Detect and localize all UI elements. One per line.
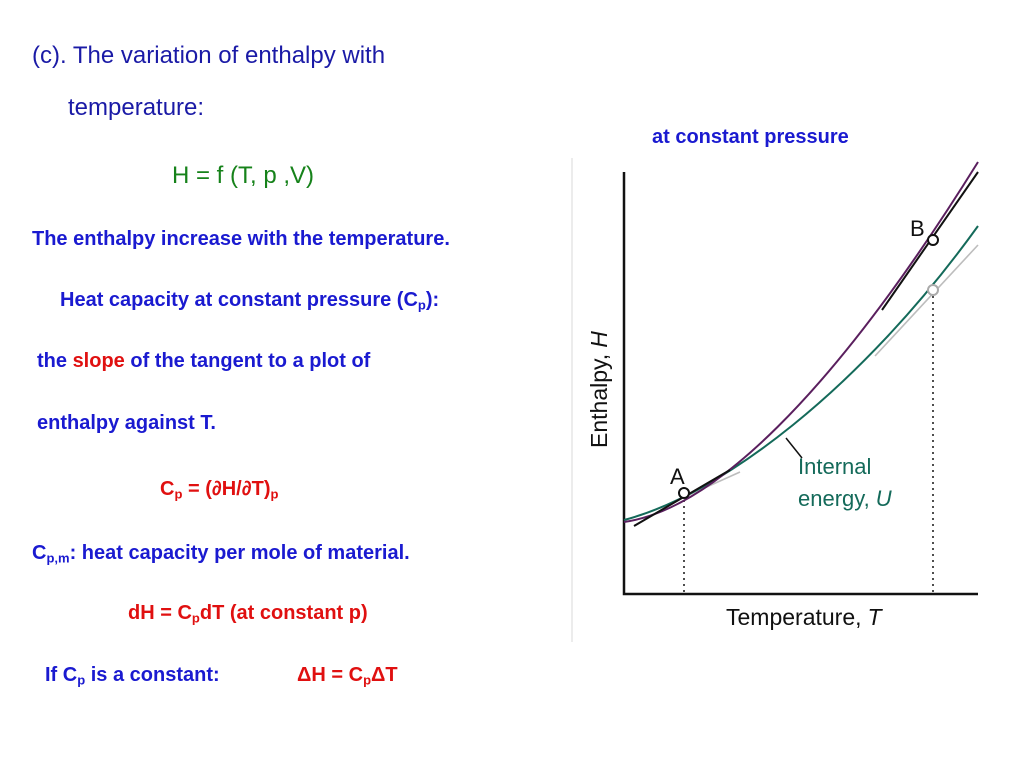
cp-derivative: = (∂H/∂T) [182,478,271,500]
slope-highlight: slope [72,350,125,372]
slope-line: the slope of the tangent to a plot of [37,350,370,373]
is-constant: is a constant: [85,664,220,686]
delta-h-start: ΔH = C [297,664,364,686]
heat-capacity-subscript: p [417,297,426,313]
x-axis-symbol: T [868,604,884,630]
figure-caption: at constant pressure [652,126,849,148]
delta-h-subscript: p [363,672,372,688]
delta-h-end: ΔT [371,664,398,686]
slope-line-after: of the tangent to a plot of [124,350,371,372]
cp-subscript: p [174,486,183,502]
enthalpy-function-equation: H = f (T, p ,V) [172,162,315,189]
y-axis-symbol: H [586,331,612,348]
dh-subscript: p [191,610,200,626]
tangent-internal-energy [874,244,979,357]
delta-h-equation: ΔH = CpΔT [297,664,398,688]
cp-definition: Cp = (∂H/∂T)p [160,478,278,502]
figure-axes [622,172,978,596]
point-b-label: B [910,216,925,241]
heat-capacity-heading: Heat capacity at constant pressure (Cp): [60,289,439,313]
heading-line-2: temperature: [68,94,205,121]
internal-energy-label-1: Internal [798,454,871,479]
cpm-definition: Cp,m: heat capacity per mole of material… [32,542,410,566]
internal-energy-leader [785,437,803,459]
internal-energy-label-2: energy, U [798,486,892,511]
cpm-text: : heat capacity per mole of material. [69,542,410,564]
y-axis-label: Enthalpy, H [586,331,612,448]
heat-capacity-suffix: ): [425,289,440,311]
slope-line-before: the [37,350,73,372]
if-cp-subscript: p [77,672,86,688]
x-axis-label: Temperature, T [726,604,884,630]
enthalpy-temperature-figure: A B Internal energy, U Temperature, T Enth… [571,158,979,642]
dh-start: dH = C [128,602,192,624]
cp-derivative-subscript: p [270,486,279,502]
x-axis-word: Temperature, [726,604,862,630]
dh-equation: dH = CpdT (at constant p) [128,602,368,626]
if-cp: If C [45,664,78,686]
heat-capacity-prefix: Heat capacity at constant pressure (C [60,289,418,311]
point-u-marker [927,284,939,296]
cpm-subscript: p,m [46,550,70,566]
point-a-label: A [670,464,685,489]
cp-symbol: C [160,478,175,500]
heading-line-1: (c). The variation of enthalpy with [32,42,386,69]
constant-cp-line: If Cp is a constant: [45,664,220,688]
cpm-symbol: C [32,542,47,564]
point-a-marker [678,487,690,499]
internal-energy-symbol: U [876,486,892,511]
dh-end: dT (at constant p) [199,602,368,624]
enthalpy-statement: The enthalpy increase with the temperatu… [32,228,450,250]
y-axis-word: Enthalpy, [586,354,612,448]
enthalpy-curve [623,161,979,523]
enthalpy-against-t: enthalpy against T. [37,412,216,434]
point-b-marker [927,234,939,246]
internal-energy-word: energy, [798,486,870,511]
